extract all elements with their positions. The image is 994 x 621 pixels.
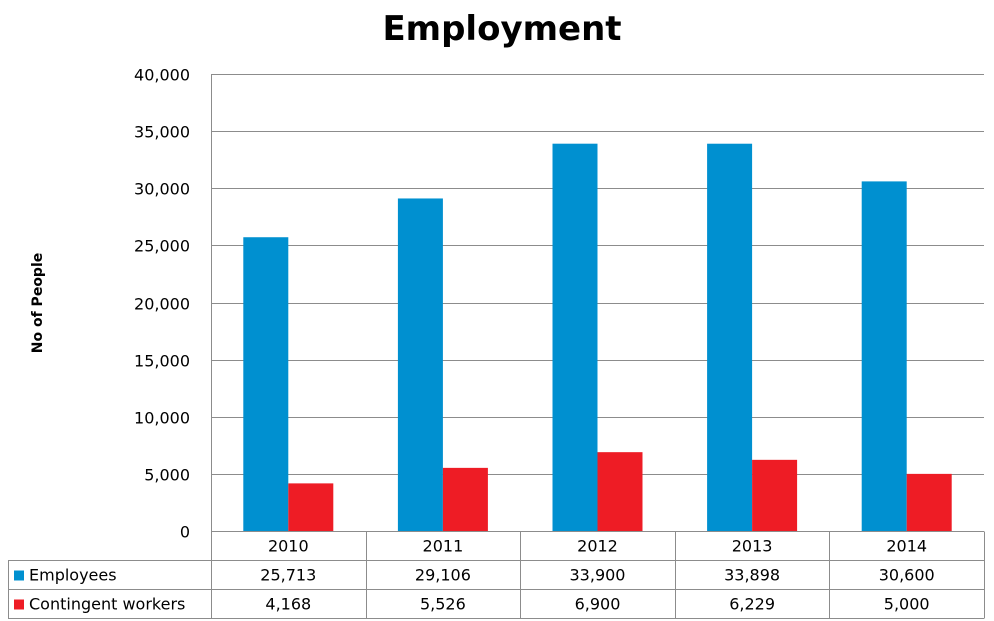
data-label: 4,168 [265,595,311,614]
legend-swatch [14,570,24,581]
bar-employees [552,143,598,531]
x-tick-label: 2013 [732,537,773,556]
bar-contingent-workers [752,459,798,531]
data-label: 30,600 [879,566,935,585]
bar-employees [861,181,907,531]
data-label: 6,900 [575,595,621,614]
bars [243,143,952,532]
data-label: 33,898 [724,566,780,585]
data-label: 6,229 [729,595,775,614]
bar-employees [243,237,289,531]
bar-contingent-workers [597,452,643,531]
y-tick-label: 0 [180,523,190,542]
y-tick-label: 5,000 [144,466,190,485]
data-label: 29,106 [415,566,471,585]
y-axis-ticks: 0 5,000 10,000 15,000 20,000 25,000 30,000 35,0… [134,66,190,542]
data-label: 25,713 [260,566,316,585]
y-tick-label: 25,000 [134,237,190,256]
data-label: 33,900 [570,566,626,585]
bar-employees [707,143,753,532]
y-axis-label: No of People [30,253,46,353]
y-tick-label: 40,000 [134,66,190,85]
x-tick-label: 2011 [423,537,464,556]
bar-contingent-workers [442,467,488,531]
legend-label: Contingent workers [29,595,185,614]
x-tick-label: 2012 [577,537,618,556]
data-table: 2010 2011 2012 2013 2014 Employees 25,713 29,10… [8,531,985,619]
y-tick-label: 20,000 [134,295,190,314]
bar-contingent-workers [288,483,334,531]
data-label: 5,000 [884,595,930,614]
y-tick-label: 10,000 [134,409,190,428]
data-label: 5,526 [420,595,466,614]
bar-employees [397,198,443,532]
legend-swatch [14,599,24,610]
x-tick-label: 2014 [886,537,927,556]
y-tick-label: 35,000 [134,123,190,142]
chart-title: Employment [382,9,621,49]
y-tick-label: 15,000 [134,352,190,371]
bar-contingent-workers [906,473,952,531]
legend-label: Employees [29,566,117,585]
x-tick-label: 2010 [268,537,309,556]
y-tick-label: 30,000 [134,180,190,199]
